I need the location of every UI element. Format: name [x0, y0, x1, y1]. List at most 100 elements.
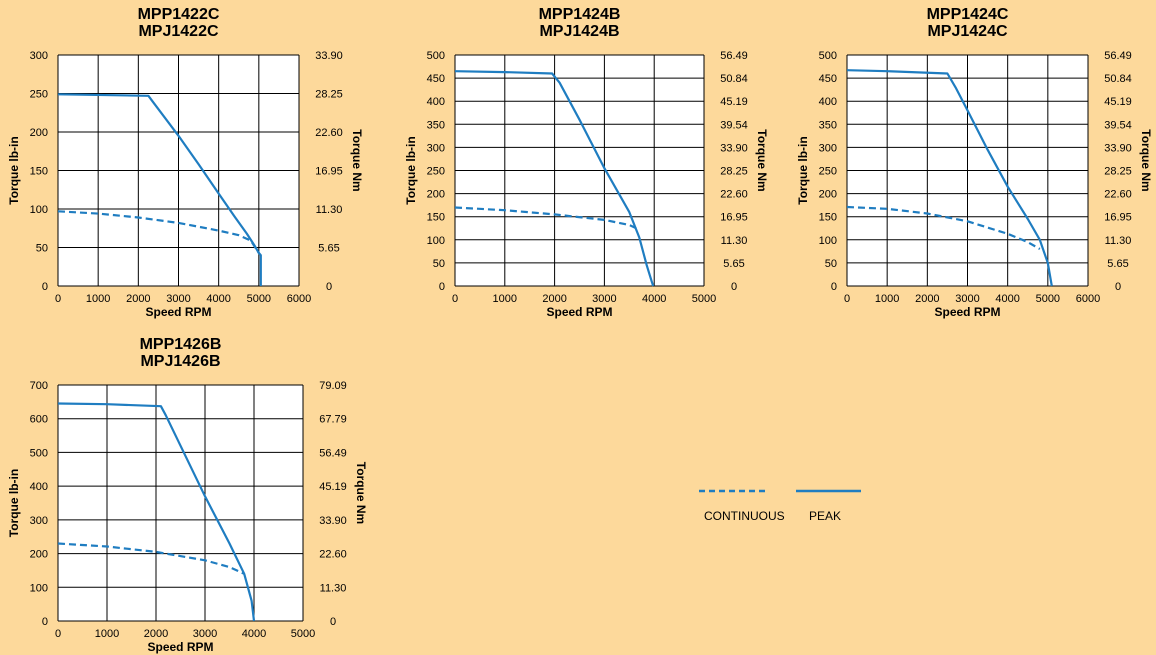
y2-tick-label: 28.25 [1104, 166, 1132, 178]
y-tick-label: 200 [30, 127, 48, 139]
y-tick-label: 300 [819, 142, 837, 154]
continuous-series-line [57, 542, 245, 575]
chart-4: 0 1000 2000 3000 4000 5000 0 100 200 300 400 500 600… [7, 336, 368, 654]
peak-series-line [846, 69, 1053, 287]
peak-series-line [57, 402, 256, 622]
x-tick-label: 4000 [242, 628, 266, 640]
x-tick-label: 2000 [144, 628, 168, 640]
y-tick-label: 250 [427, 166, 445, 178]
x-tick-label: 5000 [291, 628, 315, 640]
x-tick-label: 3000 [592, 293, 616, 305]
y2-tick-label: 28.25 [315, 89, 343, 101]
legend-continuous-label: CONTINUOUS [704, 509, 785, 523]
x-tick-label: 1000 [493, 293, 517, 305]
y2-axis-label: Torque Nm [354, 462, 368, 524]
y2-tick-label: 45.19 [720, 96, 748, 108]
y-axis-label: Torque lb-in [796, 136, 810, 204]
y2-tick-label: 5.65 [723, 258, 744, 270]
x-axis-label: Speed RPM [147, 640, 213, 654]
y-tick-label: 100 [819, 235, 837, 247]
y-tick-label: 50 [433, 258, 445, 270]
chart-title: MPJ1422C [138, 23, 218, 40]
y-tick-label: 100 [30, 204, 48, 216]
x-tick-label: 3000 [193, 628, 217, 640]
y-tick-label: 400 [427, 96, 445, 108]
x-tick-label: 2000 [126, 293, 150, 305]
y-tick-label: 200 [30, 549, 48, 561]
y-tick-label: 0 [439, 281, 445, 293]
y2-tick-label: 11.30 [316, 204, 343, 216]
x-tick-label: 0 [452, 293, 458, 305]
x-tick-label: 2000 [915, 293, 939, 305]
chart-title: MPP1426B [140, 336, 222, 353]
x-tick-label: 1000 [86, 293, 110, 305]
x-tick-label: 1000 [875, 293, 899, 305]
y2-axis-label: Torque Nm [1139, 129, 1153, 191]
y-tick-label: 100 [427, 235, 445, 247]
plot-area [58, 385, 303, 621]
y2-tick-label: 16.95 [720, 212, 748, 224]
y-axis-label: Torque lb-in [404, 136, 418, 204]
peak-series-line [454, 70, 655, 287]
x-tick-label: 4000 [995, 293, 1019, 305]
chart-3: 0 1000 2000 3000 4000 5000 6000050100150200250… [796, 6, 1153, 319]
x-axis-label: Speed RPM [145, 305, 211, 319]
y2-tick-label: 56.49 [1104, 50, 1132, 62]
x-tick-label: 2000 [542, 293, 566, 305]
continuous-series-line [454, 206, 640, 231]
y-tick-label: 50 [36, 243, 48, 255]
chart-title: MPP1422C [138, 6, 220, 23]
y-axis-label: Torque lb-in [7, 469, 21, 537]
continuous-series-line [846, 205, 1041, 250]
x-tick-label: 0 [55, 293, 61, 305]
y-tick-label: 250 [30, 89, 48, 101]
y-tick-label: 350 [427, 119, 445, 131]
chart-title: MPP1424B [539, 6, 621, 23]
y2-tick-label: 0 [731, 281, 737, 293]
charts-group: 0 1000 2000 3000 4000 5000 6000050100150200250… [7, 6, 1153, 654]
y2-tick-label: 56.49 [720, 50, 748, 62]
y2-tick-label: 11.30 [1105, 235, 1132, 247]
y-tick-label: 150 [30, 166, 48, 178]
chart-title: MPJ1424C [927, 23, 1007, 40]
peak-series-line [57, 93, 262, 286]
y-tick-label: 300 [30, 515, 48, 527]
y-tick-label: 450 [427, 73, 445, 85]
y2-tick-label: 5.65 [1107, 258, 1128, 270]
y2-tick-label: 33.90 [1104, 142, 1132, 154]
y2-tick-label: 67.79 [319, 414, 347, 426]
y2-tick-label: 22.60 [319, 549, 347, 561]
y2-tick-label: 0 [330, 616, 336, 628]
y-tick-label: 500 [30, 447, 48, 459]
chart-title: MPJ1424B [539, 23, 619, 40]
chart-2: 0 1000 2000 3000 4000 50000501001502002503003… [404, 6, 769, 319]
y-tick-label: 600 [30, 414, 48, 426]
y-tick-label: 150 [819, 212, 837, 224]
y2-tick-label: 22.60 [315, 127, 343, 139]
y-tick-label: 300 [427, 142, 445, 154]
y2-axis-label: Torque Nm [350, 129, 364, 191]
y2-tick-label: 11.30 [320, 582, 347, 594]
x-tick-label: 5000 [247, 293, 271, 305]
chart-legend: CONTINUOUS PEAK [699, 489, 861, 523]
y2-tick-label: 50.84 [1104, 73, 1132, 85]
y2-tick-label: 56.49 [319, 447, 347, 459]
y-tick-label: 400 [819, 96, 837, 108]
y-tick-label: 700 [30, 380, 48, 392]
y2-tick-label: 22.60 [1104, 189, 1132, 201]
x-tick-label: 4000 [642, 293, 666, 305]
x-tick-label: 6000 [287, 293, 311, 305]
chart-1: 0 1000 2000 3000 4000 5000 6000050100150200250… [7, 6, 364, 319]
y2-tick-label: 39.54 [720, 119, 748, 131]
y-tick-label: 0 [42, 616, 48, 628]
x-tick-label: 0 [844, 293, 850, 305]
y2-tick-label: 50.84 [720, 73, 748, 85]
y-tick-label: 0 [831, 281, 837, 293]
y2-tick-label: 16.95 [315, 166, 343, 178]
y-tick-label: 300 [30, 50, 48, 62]
y-tick-label: 500 [819, 50, 837, 62]
y-tick-label: 150 [427, 212, 445, 224]
y2-tick-label: 79.09 [319, 380, 347, 392]
y-tick-label: 450 [819, 73, 837, 85]
